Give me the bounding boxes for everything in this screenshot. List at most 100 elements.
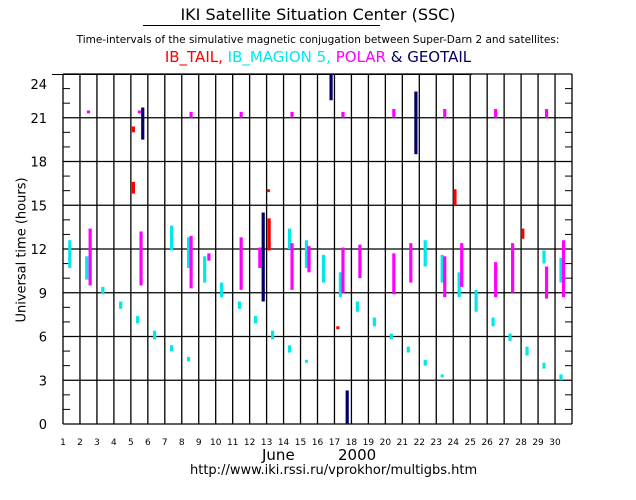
interval-bar-ib-tail (266, 189, 270, 193)
x-axis-year: 2000 (338, 446, 377, 464)
interval-bar-ib-magion-5 (508, 333, 512, 341)
interval-bar-polar (358, 244, 362, 279)
interval-bar-polar (239, 237, 243, 290)
x-tick-label: 11 (227, 438, 238, 448)
interval-bar-ib-magion-5 (525, 346, 529, 356)
interval-bar-ib-magion-5 (372, 317, 376, 327)
interval-bar-ib-magion-5 (423, 240, 427, 267)
y-tick-label: 12 (30, 243, 47, 258)
interval-bar-ib-magion-5 (542, 362, 546, 369)
interval-bar-ib-magion-5 (457, 272, 461, 298)
y-tick-label: 0 (39, 418, 47, 433)
interval-bar-ib-tail (131, 181, 136, 194)
interval-bar-ib-magion-5 (304, 359, 309, 363)
interval-bar-polar (494, 262, 498, 298)
interval-bar-polar (258, 247, 262, 268)
interval-bar-ib-magion-5 (440, 254, 444, 283)
interval-bar-polar (189, 235, 193, 289)
source-url: http://www.iki.rssi.ru/vprokhor/multigbs… (190, 463, 478, 478)
interval-bar-ib-magion-5 (406, 346, 410, 353)
y-tick-label: 15 (30, 199, 47, 214)
interval-bar-ib-magion-5 (119, 301, 123, 309)
x-tick-label: 17 (329, 438, 340, 448)
x-tick-label: 5 (128, 438, 134, 448)
interval-bar-polar (290, 111, 294, 118)
x-tick-label: 24 (448, 438, 460, 448)
interval-bar-ib-magion-5 (253, 316, 258, 324)
x-tick-label: 30 (549, 438, 561, 448)
legend-polar: POLAR (330, 48, 386, 66)
x-tick-label: 27 (498, 438, 509, 448)
x-tick-label: 26 (481, 438, 493, 448)
interval-bar-polar (86, 110, 91, 114)
interval-bar-ib-magion-5 (153, 330, 157, 340)
interval-bar-ib-magion-5 (355, 301, 359, 312)
interval-bar-polar (189, 111, 193, 118)
x-tick-label: 25 (464, 438, 475, 448)
interval-bar-polar (139, 231, 143, 286)
interval-bar-ib-tail (521, 228, 525, 239)
interval-bar-ib-tail (336, 326, 340, 330)
interval-bar-ib-magion-5 (423, 359, 427, 366)
x-tick-label: 21 (397, 438, 408, 448)
y-tick-label: 3 (39, 374, 47, 389)
interval-bar-polar (460, 243, 464, 287)
interval-bar-polar (443, 109, 447, 118)
interval-bar-polar (307, 246, 311, 273)
interval-bar-polar (511, 243, 515, 293)
chart-subtitle: Time-intervals of the simulative magneti… (76, 34, 560, 46)
x-tick-label: 20 (380, 438, 392, 448)
x-tick-label: 3 (94, 438, 100, 448)
interval-bar-ib-tail (267, 218, 271, 251)
interval-bar-polar (137, 110, 141, 114)
interval-bar-ib-magion-5 (338, 272, 343, 298)
x-tick-label: 15 (295, 438, 306, 448)
interval-bar-ib-magion-5 (389, 333, 393, 340)
interval-bar-ib-magion-5 (491, 317, 495, 327)
y-tick-label: 9 (39, 287, 47, 302)
interval-bar-ib-magion-5 (304, 240, 309, 268)
x-tick-label: 18 (346, 438, 358, 448)
x-tick-label: 2 (77, 438, 83, 448)
interval-bar-polar (544, 109, 549, 118)
interval-bar-ib-magion-5 (237, 301, 242, 309)
interval-bar-polar (392, 253, 396, 295)
interval-bar-ib-magion-5 (169, 345, 174, 352)
interval-bar-polar (88, 228, 92, 286)
y-tick-label: 6 (39, 331, 47, 346)
interval-bar-geotail (141, 107, 145, 140)
x-tick-label: 6 (145, 438, 151, 448)
x-axis-month: June (262, 446, 295, 464)
legend-ib-tail: IB_TAIL, (164, 48, 223, 66)
interval-bar-ib-magion-5 (85, 256, 89, 280)
x-tick-label: 4 (111, 438, 117, 448)
x-tick-label: 10 (210, 438, 222, 448)
legend-ib-magion5: IB_MAGION 5, (222, 48, 331, 66)
interval-bar-polar (392, 109, 396, 118)
interval-bar-ib-magion-5 (68, 240, 72, 268)
x-tick-label: 28 (515, 438, 527, 448)
title-underline (143, 25, 380, 26)
interval-bar-ib-magion-5 (440, 374, 444, 378)
interval-bar-ib-tail (131, 126, 136, 133)
x-tick-label: 19 (363, 438, 375, 448)
x-tick-label: 14 (278, 438, 290, 448)
interval-bar-geotail (261, 212, 265, 302)
x-tick-label: 22 (414, 438, 425, 448)
interval-bar-ib-magion-5 (559, 374, 563, 381)
y-tick-label: 21 (30, 112, 47, 127)
interval-bar-polar (207, 253, 211, 261)
interval-bar-polar (561, 240, 566, 298)
interval-bar-ib-magion-5 (542, 250, 546, 264)
x-tick-label: 8 (179, 438, 185, 448)
interval-bar-geotail (414, 91, 418, 155)
interval-bar-geotail (329, 74, 333, 101)
interval-bar-polar (239, 111, 243, 118)
interval-bar-polar (544, 266, 549, 299)
interval-bar-ib-magion-5 (287, 228, 292, 249)
x-tick-label: 7 (162, 438, 168, 448)
legend: IB_TAIL, IB_MAGION 5, POLAR & GEOTAIL (0, 48, 636, 66)
y-axis-label: Universal time (hours) (14, 177, 30, 323)
interval-bar-polar (409, 243, 413, 283)
